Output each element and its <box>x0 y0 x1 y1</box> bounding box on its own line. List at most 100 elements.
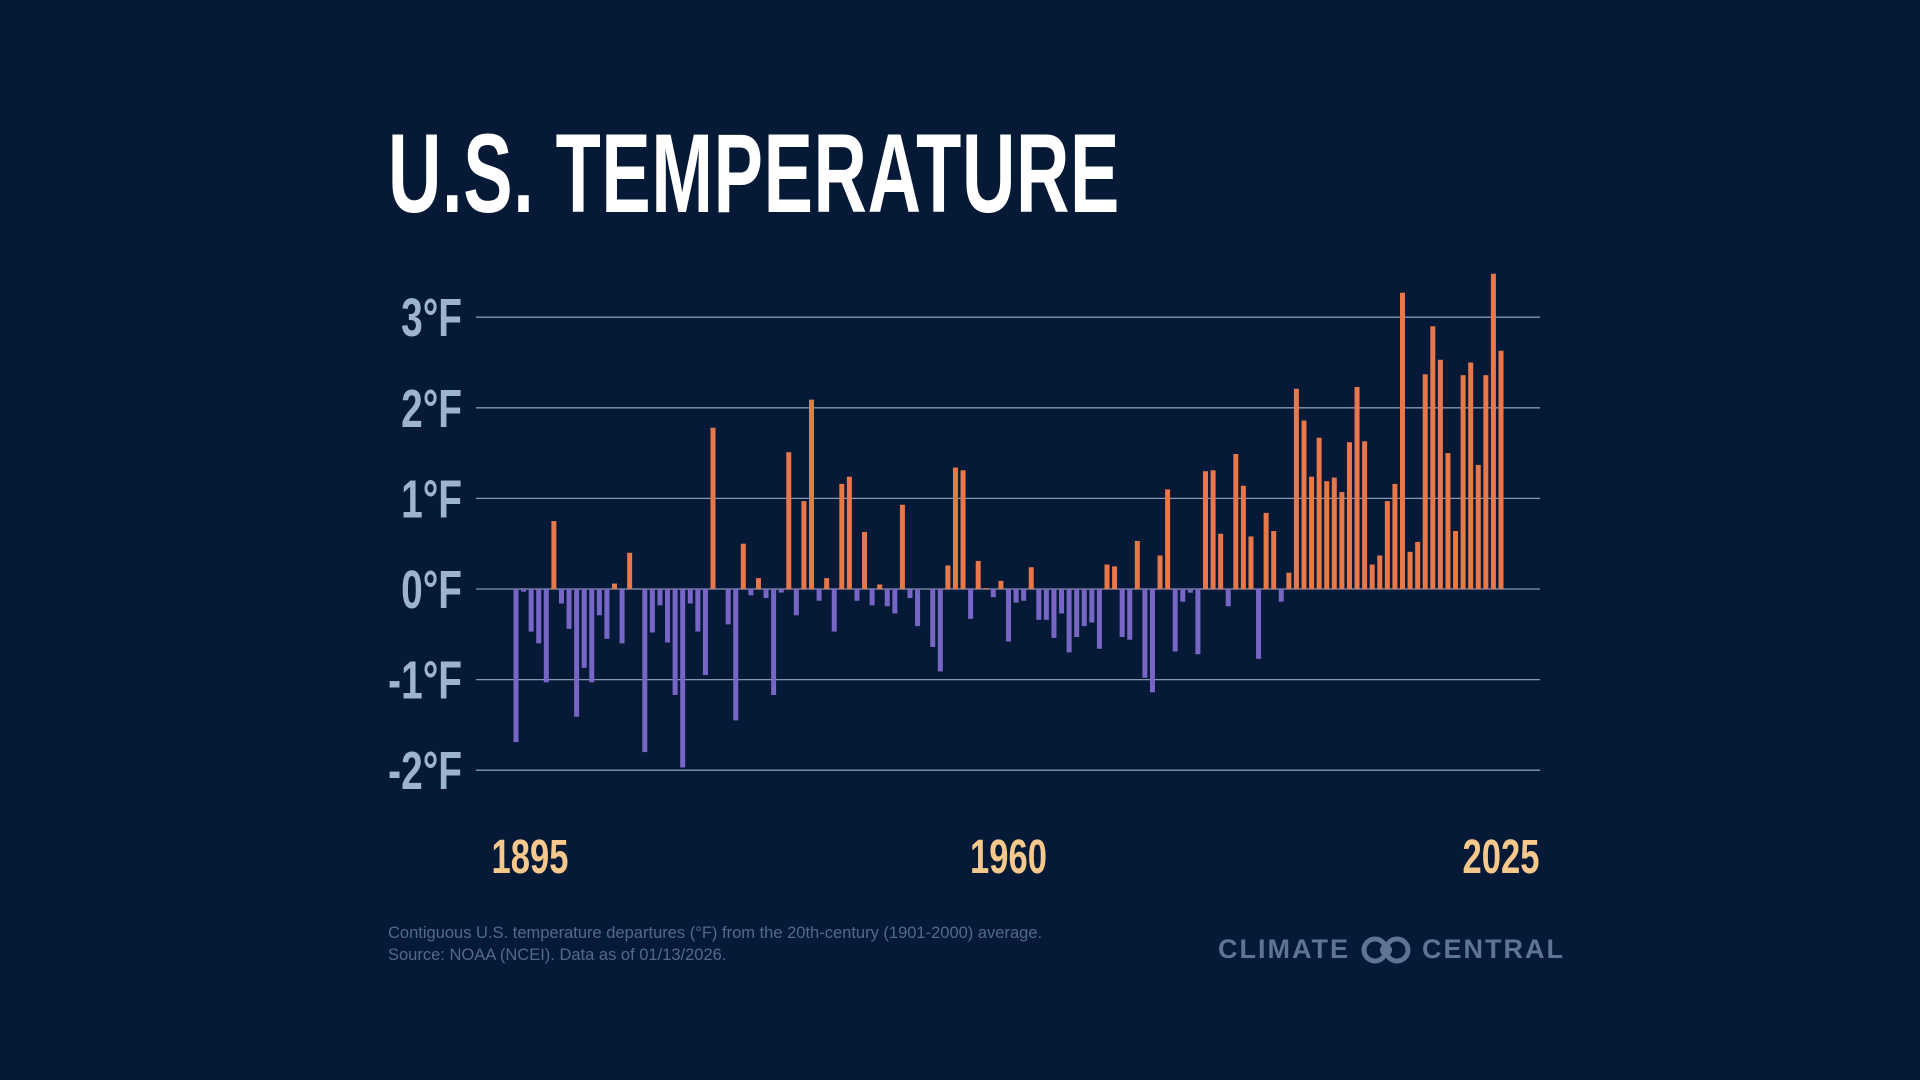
bar-1977 <box>1134 540 1140 589</box>
bar-1964 <box>1036 589 1042 620</box>
bar-1945 <box>892 589 898 614</box>
bar-1910 <box>627 552 633 589</box>
bar-1903 <box>574 589 580 717</box>
bar-2010 <box>1384 501 1390 589</box>
bar-1979 <box>1149 589 1155 693</box>
bar-1955 <box>968 589 974 619</box>
bar-1920 <box>702 589 708 676</box>
bar-1934 <box>809 399 814 589</box>
bar-1924 <box>733 589 739 721</box>
bar-1941 <box>862 531 868 589</box>
bar-2000 <box>1309 476 1315 589</box>
bar-1908 <box>612 583 617 589</box>
bar-2025 <box>1498 350 1504 589</box>
bar-1963 <box>1028 567 1034 589</box>
bar-1938 <box>839 483 845 589</box>
bar-1947 <box>907 589 913 599</box>
bar-1992 <box>1248 536 1254 589</box>
bar-1965 <box>1043 589 1049 620</box>
climate-central-rings-icon <box>1361 936 1411 963</box>
bar-1921 <box>710 427 716 589</box>
footnote: Contiguous U.S. temperature departures (… <box>388 922 1042 966</box>
bar-1973 <box>1104 564 1110 589</box>
y-tick-label: 2°F <box>401 377 462 438</box>
bar-1913 <box>649 589 655 633</box>
bar-1948 <box>915 589 921 627</box>
bar-2019 <box>1453 531 1459 589</box>
bar-1968 <box>1066 589 1072 653</box>
bar-1929 <box>771 589 777 696</box>
bar-1912 <box>642 589 648 753</box>
bar-1988 <box>1218 533 1224 589</box>
bar-1950 <box>930 589 936 647</box>
bar-1902 <box>566 589 572 629</box>
bar-1986 <box>1203 471 1208 589</box>
bar-1958 <box>990 589 996 598</box>
bar-1971 <box>1089 589 1095 623</box>
bar-2012 <box>1400 292 1405 589</box>
bar-1974 <box>1112 566 1118 589</box>
bar-2017 <box>1437 359 1443 589</box>
bar-2004 <box>1339 492 1345 589</box>
bar-1999 <box>1301 420 1307 589</box>
bar-1899 <box>543 589 549 683</box>
bar-1966 <box>1051 589 1057 638</box>
bar-1959 <box>998 580 1004 589</box>
bar-2005 <box>1346 442 1352 589</box>
bar-2011 <box>1392 483 1398 589</box>
bar-1983 <box>1180 589 1186 602</box>
bar-2023 <box>1483 375 1489 589</box>
bar-1961 <box>1013 589 1019 603</box>
bar-2013 <box>1407 551 1413 589</box>
bar-1930 <box>778 589 784 593</box>
bar-1970 <box>1081 589 1087 627</box>
bar-1942 <box>869 589 875 606</box>
bar-1940 <box>854 589 860 601</box>
y-tick-label: -2°F <box>388 740 462 801</box>
bar-1982 <box>1172 589 1178 652</box>
bar-1998 <box>1293 388 1299 589</box>
bar-2008 <box>1369 564 1375 589</box>
bar-2009 <box>1377 555 1383 589</box>
bar-1953 <box>952 467 958 589</box>
bar-1944 <box>884 589 890 607</box>
bar-1972 <box>1096 589 1102 649</box>
bar-1994 <box>1263 512 1269 589</box>
x-tick-label: 1895 <box>492 829 569 883</box>
bar-1901 <box>558 589 564 604</box>
bar-1927 <box>755 578 761 589</box>
bar-1946 <box>899 504 905 589</box>
bar-1967 <box>1059 589 1065 614</box>
bar-1952 <box>945 565 951 589</box>
bar-1926 <box>748 589 754 596</box>
bar-2007 <box>1362 441 1368 589</box>
bar-1995 <box>1271 531 1277 589</box>
bar-1931 <box>786 452 792 589</box>
bar-1916 <box>672 589 678 696</box>
bar-1923 <box>725 589 731 625</box>
bar-1917 <box>680 589 686 768</box>
footnote-source: Source: NOAA (NCEI). Data as of 01/13/20… <box>388 946 727 964</box>
bar-1896 <box>521 589 527 592</box>
bar-1897 <box>528 589 534 632</box>
bar-1957 <box>983 588 989 589</box>
bar-1976 <box>1127 589 1133 640</box>
bar-2006 <box>1354 386 1360 589</box>
bar-2018 <box>1445 453 1451 589</box>
bar-1980 <box>1157 555 1163 589</box>
y-axis-labels: 3°F 2°F 1°F 0°F -1°F -2°F <box>388 287 462 801</box>
y-tick-label: 0°F <box>401 559 462 620</box>
bar-2003 <box>1331 477 1337 589</box>
bar-1985 <box>1195 589 1201 655</box>
bar-1969 <box>1074 589 1080 638</box>
bar-1918 <box>687 589 693 604</box>
bar-1989 <box>1225 589 1231 607</box>
bars <box>513 273 1504 768</box>
bar-1933 <box>801 501 807 589</box>
bar-1993 <box>1256 589 1262 659</box>
x-tick-label: 1960 <box>970 829 1047 883</box>
gridlines <box>476 316 1540 771</box>
x-axis-labels: 1895 1960 2025 <box>492 829 1540 883</box>
bar-1960 <box>1006 589 1011 642</box>
